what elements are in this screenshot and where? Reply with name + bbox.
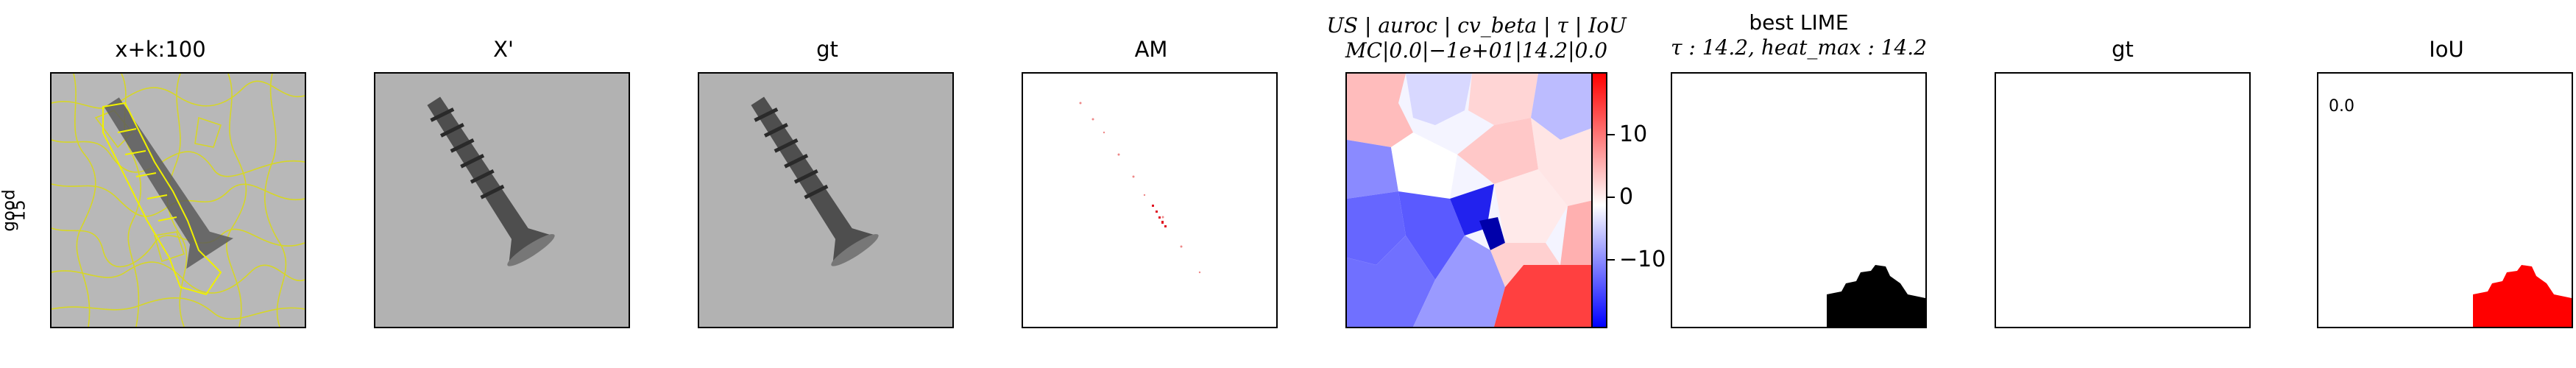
reconstruction-image <box>375 74 629 327</box>
panel-3-title: gt <box>816 37 838 62</box>
lime-mask-panel <box>1671 72 1927 328</box>
gt-image <box>699 74 952 327</box>
heatmap-panel <box>1345 72 1602 328</box>
panel-8-title: IoU <box>2429 37 2464 62</box>
panel-6-title: best LIME τ : 14.2, heat_max : 14.2 <box>1630 10 1968 60</box>
iou-value: 0.0 <box>2329 97 2354 116</box>
lime-mask <box>1672 74 1925 327</box>
superpixel-image <box>52 74 305 327</box>
colorbar-label-10: 10 <box>1619 121 1648 147</box>
anomaly-map <box>1023 74 1276 327</box>
gt-mask <box>1996 74 2249 327</box>
heatmap <box>1347 74 1600 327</box>
row-label: good 15 <box>0 180 53 239</box>
panel-5-title: US | auroc | cv_beta | τ | IoU MC|0.0|−1… <box>1307 13 1646 63</box>
panel-4-title: AM <box>1134 37 1168 62</box>
gt-image-panel <box>698 72 954 328</box>
iou-panel: 0.0 <box>2317 72 2573 328</box>
panel-7-title: gt <box>2112 37 2134 62</box>
panel-6-title-line1: best LIME <box>1749 10 1849 35</box>
row-label-index: 15 <box>10 199 29 222</box>
colorbar-tick-10 <box>1607 134 1615 135</box>
superpixel-image-panel <box>50 72 306 328</box>
reconstruction-image-panel <box>374 72 630 328</box>
panel-1-title: x+k:100 <box>115 37 206 62</box>
colorbar-label-0: 0 <box>1619 184 1634 210</box>
colorbar-label-neg10: −10 <box>1619 247 1666 272</box>
panel-2-title: X' <box>493 37 514 62</box>
panel-5-title-line1: US | auroc | cv_beta | τ | IoU <box>1326 13 1627 38</box>
iou-mask <box>2318 74 2572 327</box>
anomaly-map-panel <box>1022 72 1278 328</box>
colorbar <box>1591 72 1607 328</box>
gt-mask-panel <box>1995 72 2251 328</box>
panel-5-title-line2: MC|0.0|−1e+01|14.2|0.0 <box>1345 38 1608 63</box>
colorbar-tick-0 <box>1607 197 1615 198</box>
colorbar-tick-neg10 <box>1607 259 1615 261</box>
panel-6-title-line2: τ : 14.2, heat_max : 14.2 <box>1670 35 1928 60</box>
